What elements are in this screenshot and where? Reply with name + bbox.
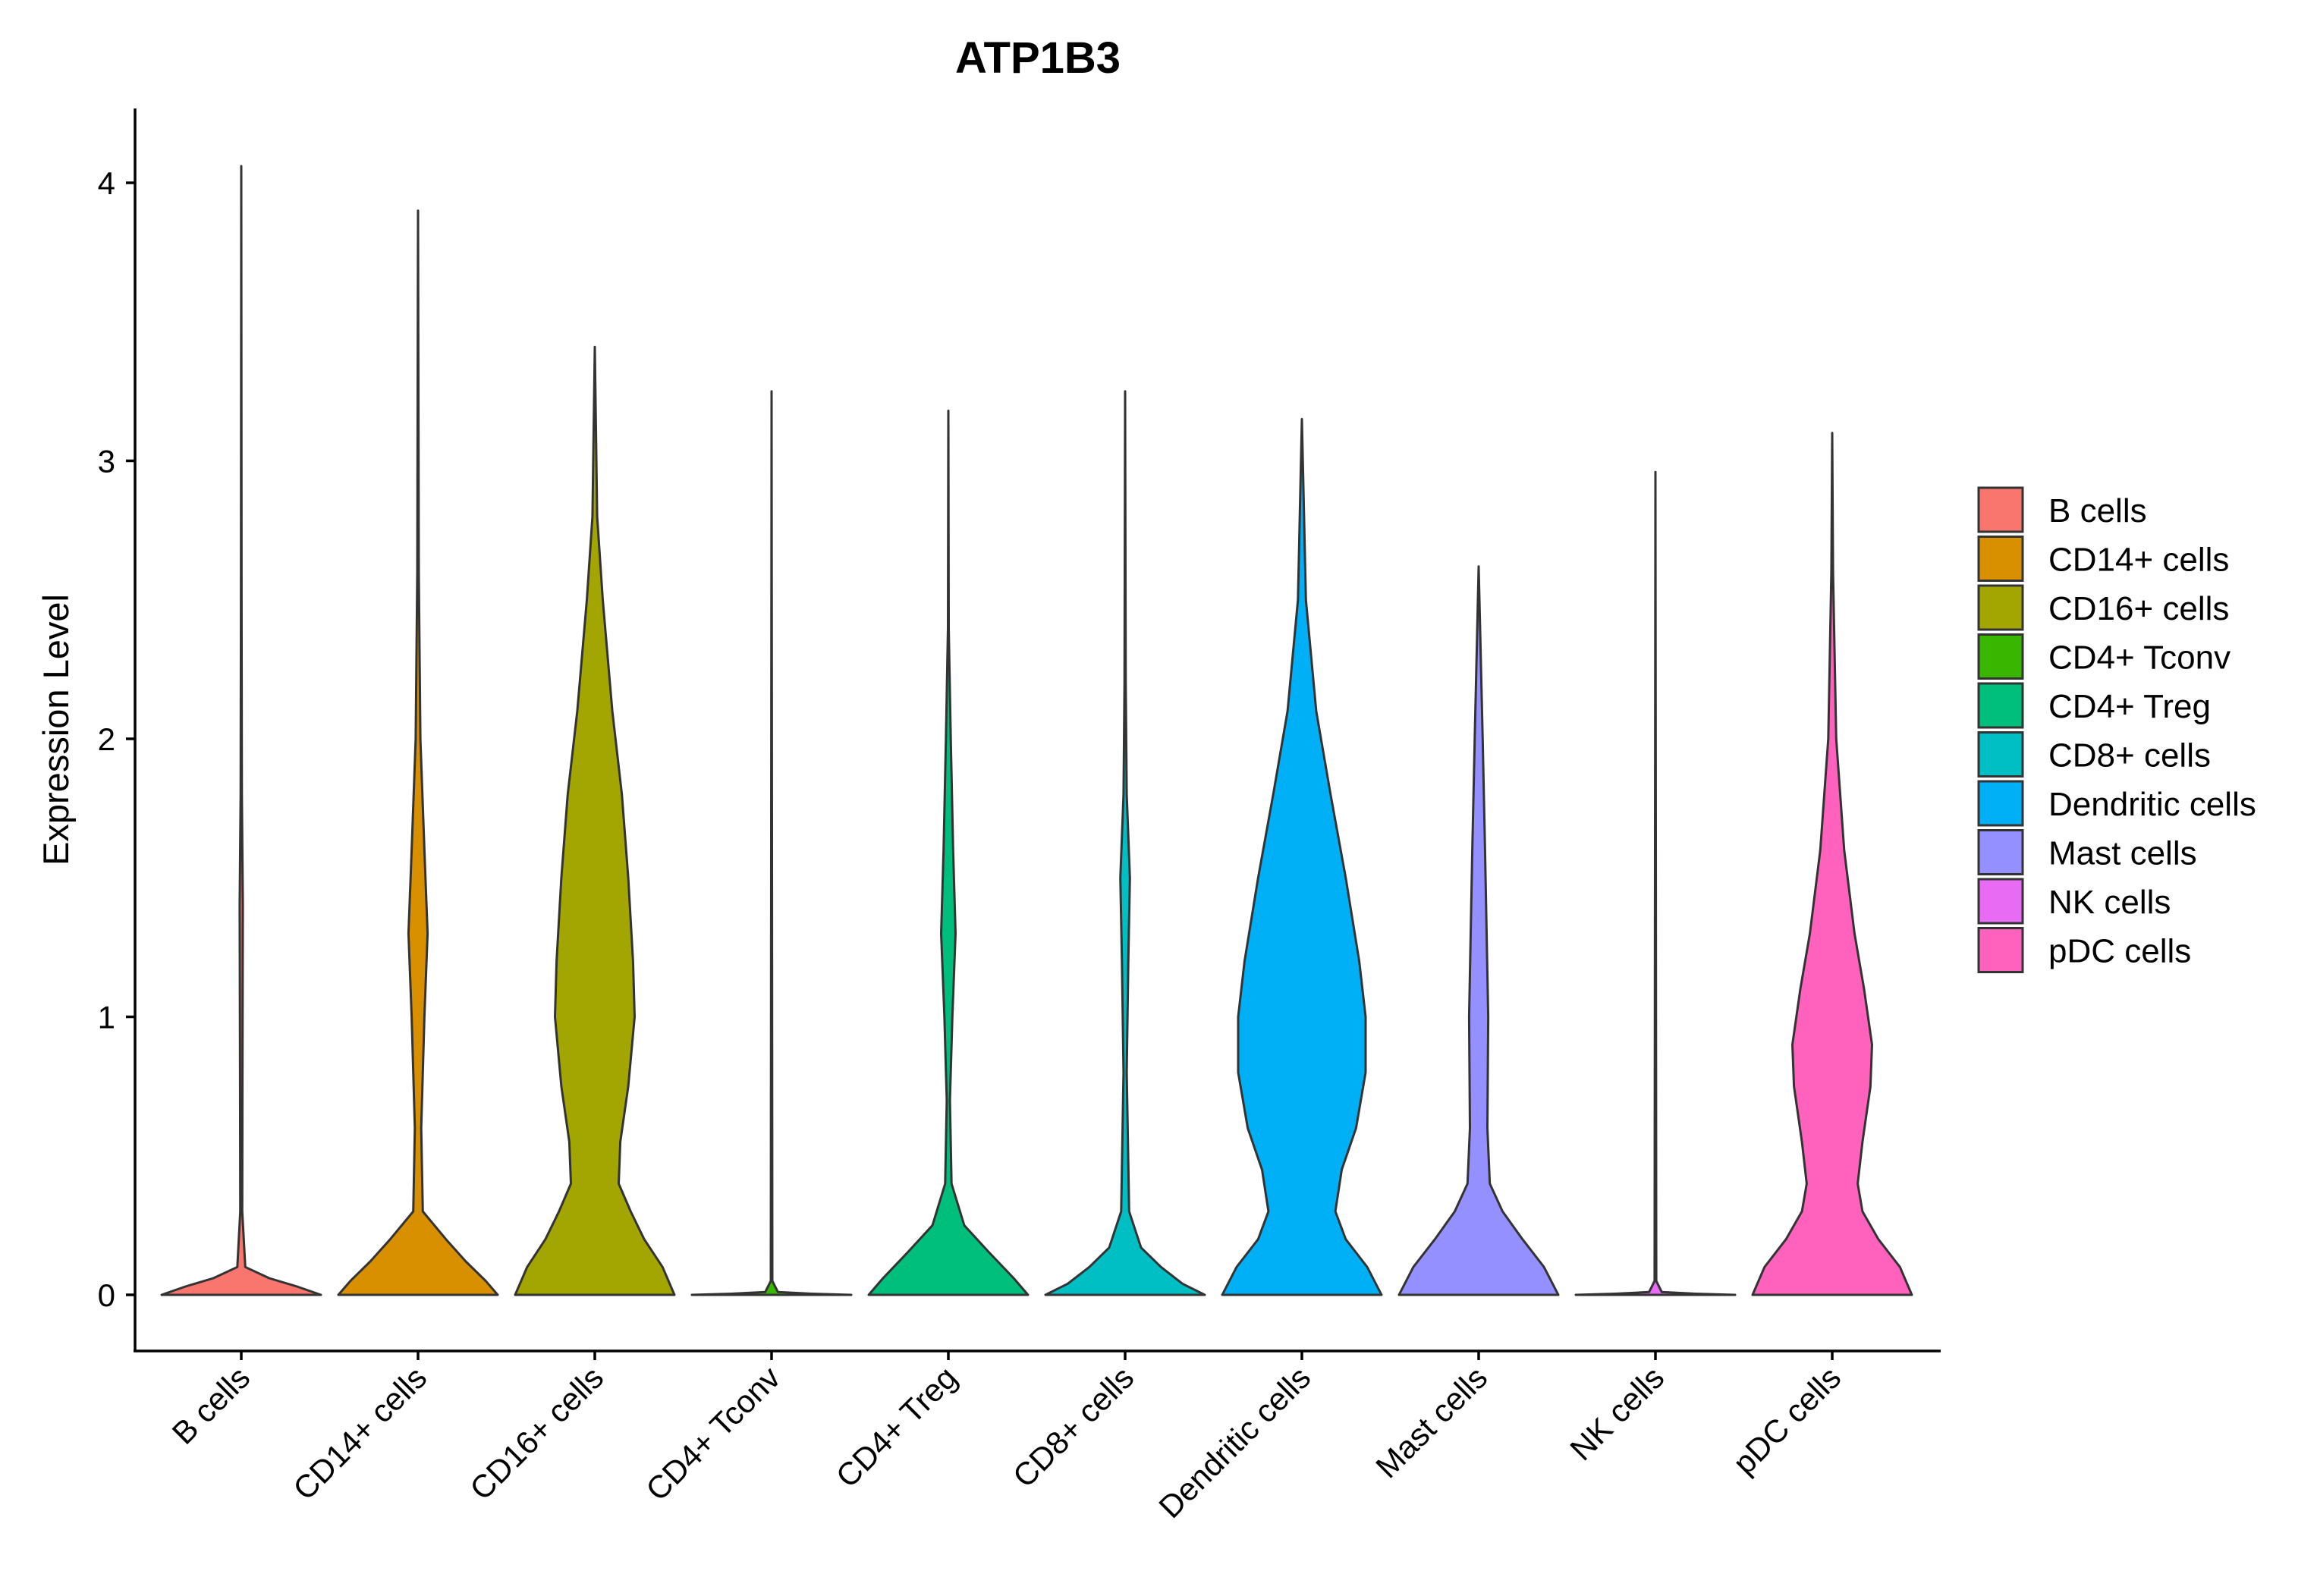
legend-label: CD8+ cells (2048, 737, 2211, 774)
violin-b-cells (160, 165, 322, 1296)
legend-key (1977, 536, 2024, 582)
legend-key (1977, 780, 2024, 827)
legend-label: Dendritic cells (2048, 786, 2256, 823)
legend-label: CD14+ cells (2048, 542, 2229, 579)
legend-key (1977, 878, 2024, 925)
legend-key (1977, 829, 2024, 875)
legend: B cells CD14+ cells CD16+ cells CD4+ Tconv C… (1977, 486, 2256, 973)
violin-pdc-cells (1751, 432, 1913, 1296)
y-tick-label: 0 (98, 1277, 115, 1313)
violin-dendritic-cells (1221, 418, 1383, 1296)
legend-key (1977, 584, 2024, 631)
x-tick-label: CD14+ cells (286, 1359, 433, 1506)
x-tick-label: CD8+ cells (1006, 1359, 1141, 1494)
violin-cd8-cells (1044, 390, 1206, 1296)
y-axis-label: Expression Level (36, 594, 76, 866)
legend-label: B cells (2048, 492, 2147, 529)
x-tick-label: CD16+ cells (463, 1359, 610, 1506)
y-tick-label: 2 (98, 721, 115, 757)
legend-label: CD4+ Treg (2048, 688, 2211, 725)
legend-label: CD4+ Tconv (2048, 639, 2231, 677)
x-tick-label: pDC cells (1726, 1359, 1847, 1481)
y-tick-label: 3 (98, 444, 115, 479)
y-tick-label: 1 (98, 1000, 115, 1035)
violin-cd16-cells (514, 345, 676, 1296)
legend-key (1977, 682, 2024, 729)
violin-cd14-cells (337, 209, 499, 1296)
legend-key (1977, 927, 2024, 973)
violin-mast-cells (1397, 565, 1560, 1296)
legend-label: Mast cells (2048, 835, 2197, 872)
violin-cd4-treg (867, 410, 1030, 1296)
legend-label: NK cells (2048, 884, 2171, 921)
legend-key (1977, 633, 2024, 680)
violin-cd4-tconv (690, 390, 853, 1296)
x-tick-label: Dendritic cells (1152, 1359, 1317, 1525)
x-tick-label: Mast cells (1369, 1359, 1494, 1484)
x-tick-label: NK cells (1563, 1359, 1671, 1467)
plot-area (160, 165, 1913, 1296)
x-tick-label: CD4+ Tconv (639, 1359, 787, 1507)
legend-key (1977, 486, 2024, 533)
violin-nk-cells (1574, 470, 1737, 1296)
y-ticks: 0 1 2 3 4 (98, 165, 135, 1313)
legend-key (1977, 731, 2024, 778)
x-tick-label: CD4+ Treg (829, 1359, 964, 1494)
y-tick-label: 4 (98, 165, 115, 201)
legend-label: CD16+ cells (2048, 590, 2229, 627)
axes (134, 108, 1941, 1353)
x-tick-label: B cells (165, 1359, 257, 1451)
x-ticks: B cells CD14+ cells CD16+ cells CD4+ Tconv C… (165, 1351, 1847, 1525)
chart-title: ATP1B3 (955, 33, 1121, 83)
legend-label: pDC cells (2048, 933, 2191, 970)
